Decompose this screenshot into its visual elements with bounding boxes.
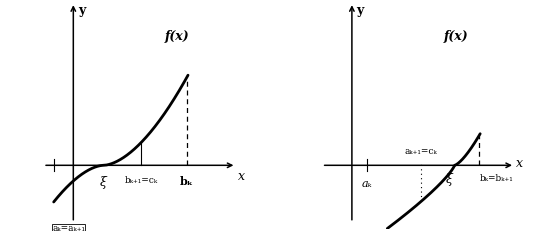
Text: aₖ=aₖ₊₁: aₖ=aₖ₊₁ (52, 224, 85, 231)
Text: f(x): f(x) (443, 30, 468, 43)
Text: aₖ: aₖ (362, 179, 372, 189)
Text: bₖ=bₖ₊₁: bₖ=bₖ₊₁ (480, 174, 514, 183)
Text: x: x (238, 170, 245, 183)
Text: f(x): f(x) (165, 30, 190, 43)
Text: ξ: ξ (446, 173, 453, 186)
Text: x: x (516, 157, 523, 170)
Text: bₖ: bₖ (180, 176, 193, 187)
Text: ξ: ξ (100, 176, 107, 189)
Text: bₖ₊₁=cₖ: bₖ₊₁=cₖ (125, 176, 158, 185)
Text: y: y (78, 4, 85, 17)
Text: aₖ₊₁=cₖ: aₖ₊₁=cₖ (405, 147, 438, 156)
Text: y: y (356, 4, 364, 17)
